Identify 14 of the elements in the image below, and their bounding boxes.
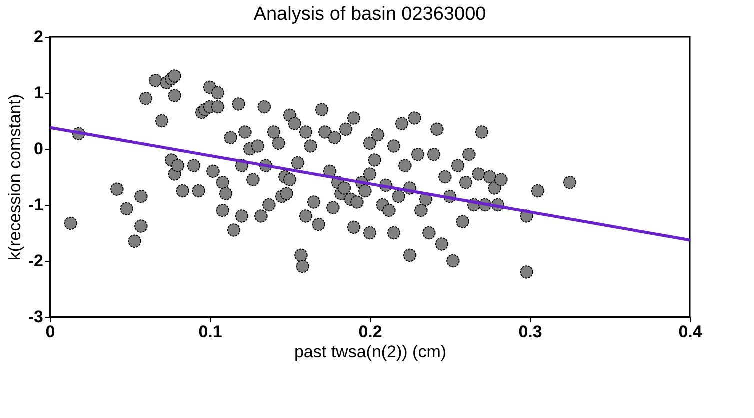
y-tick-label: -3 [28,308,44,326]
x-tick-label: 0.3 [518,322,542,342]
y-tick-label: -2 [28,252,44,270]
x-tick-label: 0.2 [358,322,382,342]
x-tick-label: 0 [46,322,56,342]
x-tick-label: 0.4 [678,322,703,342]
y-tick-label: 0 [34,140,44,158]
y-tick-label: 1 [34,84,44,102]
y-axis-title: k(recession comstant) [5,94,24,261]
y-tick-label: 2 [34,28,44,46]
x-axis-title: past twsa(n(2)) (cm) [294,342,447,362]
y-tick-label: -1 [28,196,44,214]
chart-title: Analysis of basin 02363000 [254,4,486,25]
x-tick-label: 0.1 [198,322,222,342]
